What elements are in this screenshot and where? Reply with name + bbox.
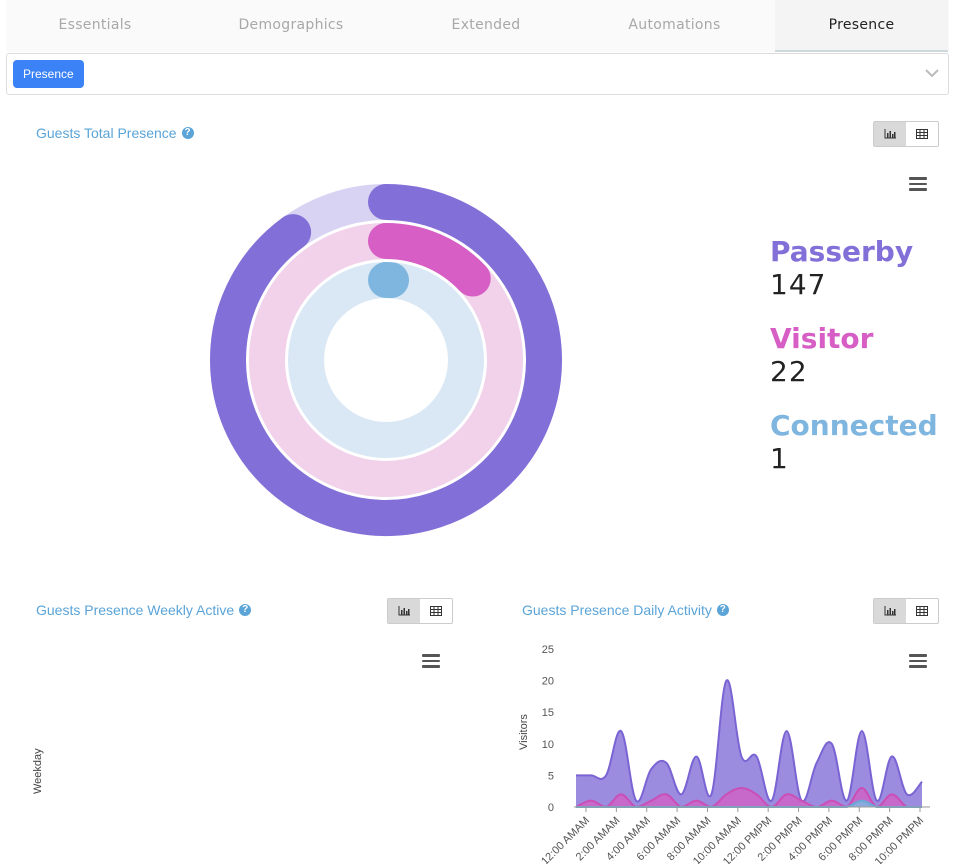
help-icon[interactable]: ? (239, 604, 252, 616)
bar-chart-icon[interactable] (874, 599, 906, 623)
legend-passerby-name: Passerby (770, 235, 914, 268)
area-passerby[interactable] (576, 680, 922, 807)
y-axis-label: Visitors (518, 714, 530, 750)
help-icon[interactable]: ? (716, 604, 729, 616)
legend-visitor-name: Visitor (770, 322, 874, 355)
legend-visitor-value: 22 (770, 355, 808, 388)
y-tick-label: 25 (542, 644, 554, 656)
ring-bar-passerby[interactable] (210, 184, 562, 536)
y-tick-label: 5 (548, 770, 554, 782)
tab-essentials[interactable]: Essentials (58, 17, 132, 33)
weekly-active-title: Guests Presence Weekly Active ? (36, 602, 252, 618)
y-tick-label: 15 (542, 707, 554, 719)
weekly-ylabel: Weekday (32, 748, 44, 794)
ring-center (325, 299, 447, 421)
ring-bar-visitor[interactable] (368, 223, 491, 297)
y-tick-label: 0 (548, 802, 554, 814)
table-icon[interactable] (420, 599, 452, 623)
daily-activity-title-text: Guests Presence Daily Activity (522, 602, 712, 618)
chart-menu-icon[interactable] (909, 177, 927, 191)
chart-menu-icon[interactable] (422, 654, 440, 668)
view-toggle-daily (873, 598, 939, 624)
weekly-ylabel-text: Weekday (32, 748, 44, 794)
tab-bar: Essentials Demographics Extended Automat… (6, 0, 949, 52)
legend-passerby: Passerby 147 (770, 236, 913, 302)
selected-tag-presence[interactable]: Presence (13, 60, 84, 88)
legend-connected-name: Connected (770, 409, 938, 442)
legend-visitor: Visitor 22 (770, 323, 873, 389)
table-icon[interactable] (906, 122, 938, 146)
help-icon[interactable]: ? (181, 127, 194, 139)
total-presence-title: Guests Total Presence ? (36, 125, 194, 141)
presence-select[interactable]: Presence (6, 53, 949, 95)
chevron-down-icon[interactable] (924, 65, 940, 81)
table-icon[interactable] (906, 599, 938, 623)
tab-automations[interactable]: Automations (628, 17, 721, 33)
legend-passerby-value: 147 (770, 268, 827, 301)
legend-connected-value: 1 (770, 442, 789, 475)
tab-extended[interactable]: Extended (451, 17, 521, 33)
tab-demographics[interactable]: Demographics (238, 17, 344, 33)
total-presence-title-text: Guests Total Presence (36, 125, 177, 141)
total-presence-radial-chart (210, 184, 562, 536)
chart-menu-icon[interactable] (909, 654, 927, 668)
daily-activity-title: Guests Presence Daily Activity ? (522, 602, 729, 618)
y-tick-label: 10 (542, 739, 554, 751)
y-tick-label: 20 (542, 676, 554, 688)
tab-presence[interactable]: Presence (775, 0, 948, 52)
bar-chart-icon[interactable] (874, 122, 906, 146)
bar-chart-icon[interactable] (388, 599, 420, 623)
legend-connected: Connected 1 (770, 410, 938, 476)
line-passerby (576, 679, 923, 803)
view-toggle-weekly (387, 598, 453, 624)
view-toggle-total (873, 121, 939, 147)
weekly-active-title-text: Guests Presence Weekly Active (36, 602, 235, 618)
